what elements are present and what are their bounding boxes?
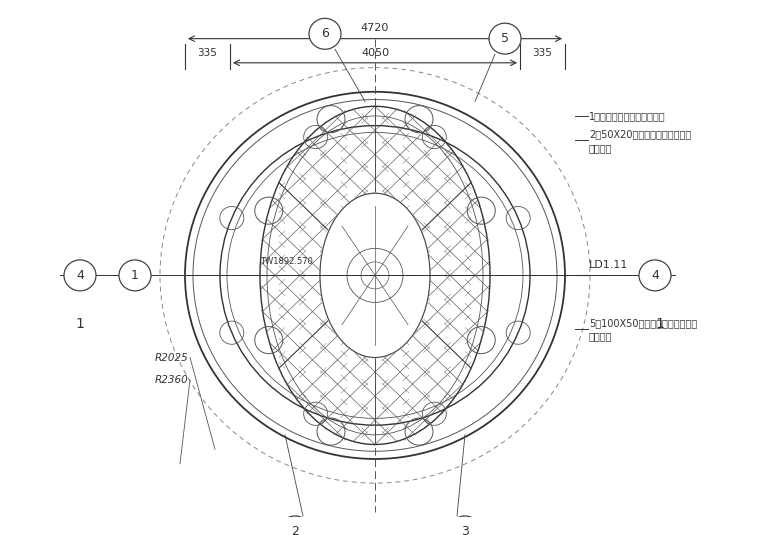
Text: R2025: R2025: [155, 353, 188, 363]
Circle shape: [449, 516, 481, 535]
Text: 3: 3: [461, 525, 469, 535]
Text: 335: 335: [533, 48, 553, 58]
Text: LD1.11: LD1.11: [589, 259, 629, 270]
Text: R2360: R2360: [155, 374, 188, 385]
Text: 1: 1: [131, 269, 139, 282]
Text: 335: 335: [198, 48, 217, 58]
Text: 1: 1: [656, 317, 664, 331]
Text: 4: 4: [651, 269, 659, 282]
Text: 5厚100X50镀锌铸铁（弧形弯制）: 5厚100X50镀锌铸铁（弧形弯制）: [589, 318, 697, 328]
Text: 1厚镀锌钢铁架（仿古铜色）: 1厚镀锌钢铁架（仿古铜色）: [589, 111, 666, 121]
Circle shape: [309, 18, 341, 49]
Text: 1: 1: [75, 317, 84, 331]
Text: 5: 5: [501, 32, 509, 45]
Text: 4: 4: [76, 269, 84, 282]
Text: 1857.460: 1857.460: [380, 257, 420, 266]
Text: 4050: 4050: [361, 48, 389, 58]
Text: 2厚50X20镀锌铸铁（弧形弯制）: 2厚50X20镀锌铸铁（弧形弯制）: [589, 129, 692, 139]
Circle shape: [279, 516, 311, 535]
Ellipse shape: [320, 193, 430, 357]
Text: 仿古铜色: 仿古铜色: [589, 143, 613, 153]
Text: 4720: 4720: [361, 23, 389, 33]
Circle shape: [64, 260, 96, 291]
Circle shape: [119, 260, 151, 291]
Circle shape: [489, 23, 521, 54]
Circle shape: [639, 260, 671, 291]
Text: TW1892.570: TW1892.570: [260, 257, 313, 266]
Text: 仿古铜色: 仿古铜色: [589, 331, 613, 341]
Text: 6: 6: [321, 27, 329, 40]
Text: 2: 2: [291, 525, 299, 535]
